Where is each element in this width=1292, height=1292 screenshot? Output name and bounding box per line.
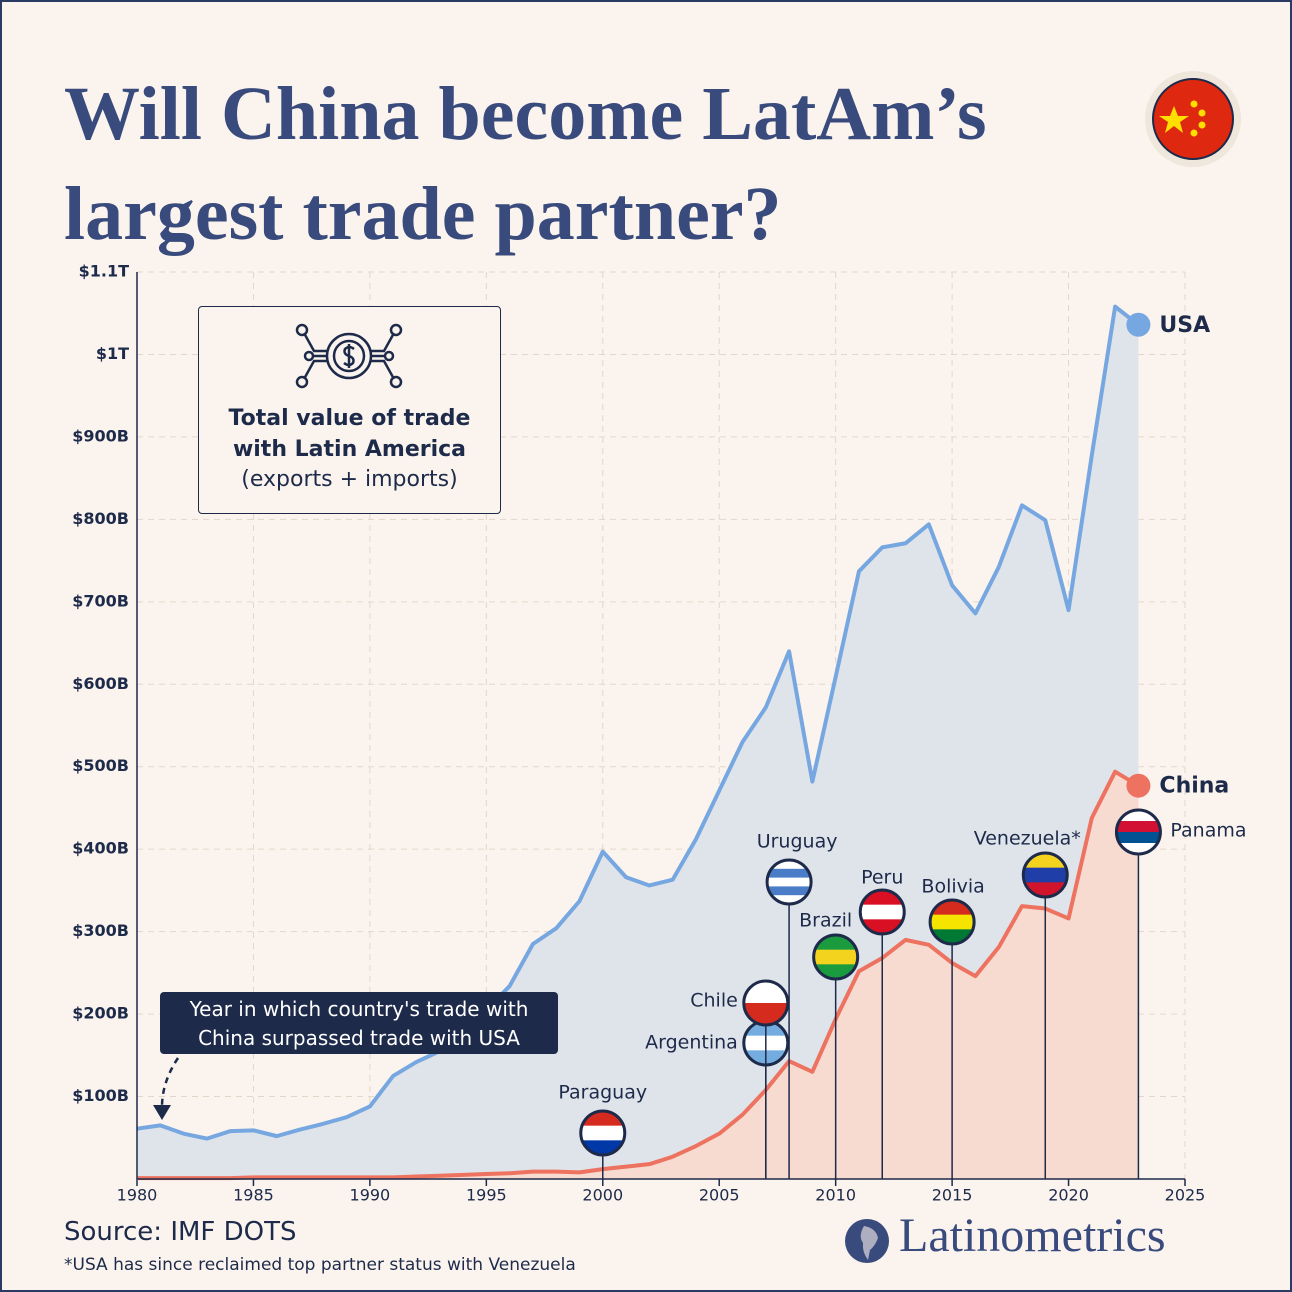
y-tick-label: $300B — [72, 921, 129, 940]
series-label: China — [1159, 774, 1229, 799]
callout-arrow — [160, 1057, 180, 1108]
y-tick-label: $1.1T — [79, 262, 129, 281]
flag-outline — [765, 858, 813, 906]
x-tick-label: 2025 — [1165, 1186, 1206, 1205]
info-title: Total value of trade with Latin America — [228, 406, 471, 462]
annotation-label: Panama — [1170, 820, 1246, 842]
flag-stripe — [930, 914, 975, 930]
flag — [1116, 810, 1161, 854]
annotation-label: Paraguay — [558, 1082, 647, 1104]
y-tick-label: $400B — [72, 839, 129, 858]
brand-logo — [845, 1219, 889, 1263]
info-subtitle: (exports + imports) — [241, 467, 458, 492]
annotation-label: Venezuela* — [974, 828, 1081, 850]
annotation-label: Brazil — [799, 910, 852, 932]
x-tick-label: 1985 — [233, 1186, 274, 1205]
flag-outline — [579, 1109, 627, 1157]
y-tick-label: $200B — [72, 1004, 129, 1023]
y-tick-label: $700B — [72, 591, 129, 610]
chart-title: Will China become LatAm’s largest trade … — [64, 72, 987, 256]
x-tick-label: 2020 — [1048, 1186, 1089, 1205]
flag-stripe — [767, 868, 812, 879]
flag-outline — [812, 933, 860, 981]
y-tick-label: $900B — [72, 426, 129, 445]
flag-outline — [742, 979, 790, 1027]
flag-outline — [928, 898, 976, 946]
source: Source: IMF DOTS — [64, 1217, 297, 1247]
x-tick-label: 1990 — [350, 1186, 391, 1205]
china-flag-icon — [1145, 71, 1241, 167]
flag-stripe — [1116, 832, 1161, 844]
flag-stripe — [767, 877, 812, 887]
flag-outline — [1021, 851, 1069, 899]
trade-icon — [295, 323, 403, 389]
flag-stripe — [743, 981, 788, 1004]
annotation-label: Chile — [690, 990, 738, 1012]
flag-stripe — [1023, 867, 1068, 883]
flag-stripe — [580, 1125, 625, 1141]
x-tick-label: 2015 — [932, 1186, 973, 1205]
brand: Latinometrics — [899, 1209, 1166, 1262]
series-label: USA — [1159, 313, 1210, 338]
flag-stripe — [743, 1003, 788, 1025]
y-tick-label: $600B — [72, 674, 129, 693]
line — [137, 769, 1140, 1181]
flag-stripe — [767, 886, 812, 896]
x-tick-label: 1980 — [117, 1186, 158, 1205]
flag-stripe — [813, 949, 858, 965]
flag — [930, 900, 975, 944]
footnote: *USA has since reclaimed top partner sta… — [64, 1255, 576, 1275]
flag-stripe — [860, 904, 905, 920]
callout-arrowhead — [153, 1105, 171, 1120]
x-tick-label: 1995 — [466, 1186, 507, 1205]
flag-stripe — [1116, 810, 1161, 822]
flag-outline — [1114, 808, 1162, 856]
y-tick-label: $100B — [72, 1086, 129, 1105]
line — [136, 304, 1140, 1141]
x-tick-label: 2005 — [699, 1186, 740, 1205]
flag — [767, 860, 812, 904]
x-tick-label: 2010 — [815, 1186, 856, 1205]
flag-stripe — [767, 860, 812, 870]
flag-outline — [858, 888, 906, 936]
flag-stripe — [1116, 821, 1161, 833]
annotation-label: Bolivia — [921, 876, 984, 898]
area — [137, 771, 1139, 1179]
info-box: Total value of trade with Latin America … — [198, 306, 501, 514]
flag — [743, 981, 788, 1025]
flag-stripe — [767, 895, 812, 904]
annotation-label: Argentina — [645, 1032, 738, 1054]
y-tick-label: $800B — [72, 509, 129, 528]
annotation-label: Peru — [861, 867, 903, 889]
y-tick-label: $500B — [72, 756, 129, 775]
callout: Year in which country's trade with China… — [160, 992, 558, 1054]
flag-stripe — [1116, 843, 1161, 854]
end-dot — [1126, 312, 1151, 337]
y-tick-label: $1T — [96, 344, 129, 363]
x-tick-label: 2000 — [582, 1186, 623, 1205]
annotation-label: Uruguay — [757, 831, 838, 853]
end-dot — [1126, 773, 1151, 798]
